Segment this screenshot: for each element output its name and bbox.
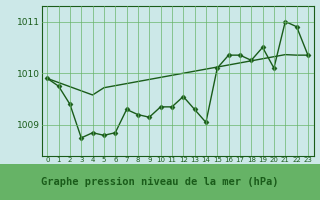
Text: Graphe pression niveau de la mer (hPa): Graphe pression niveau de la mer (hPa) [41, 177, 279, 187]
